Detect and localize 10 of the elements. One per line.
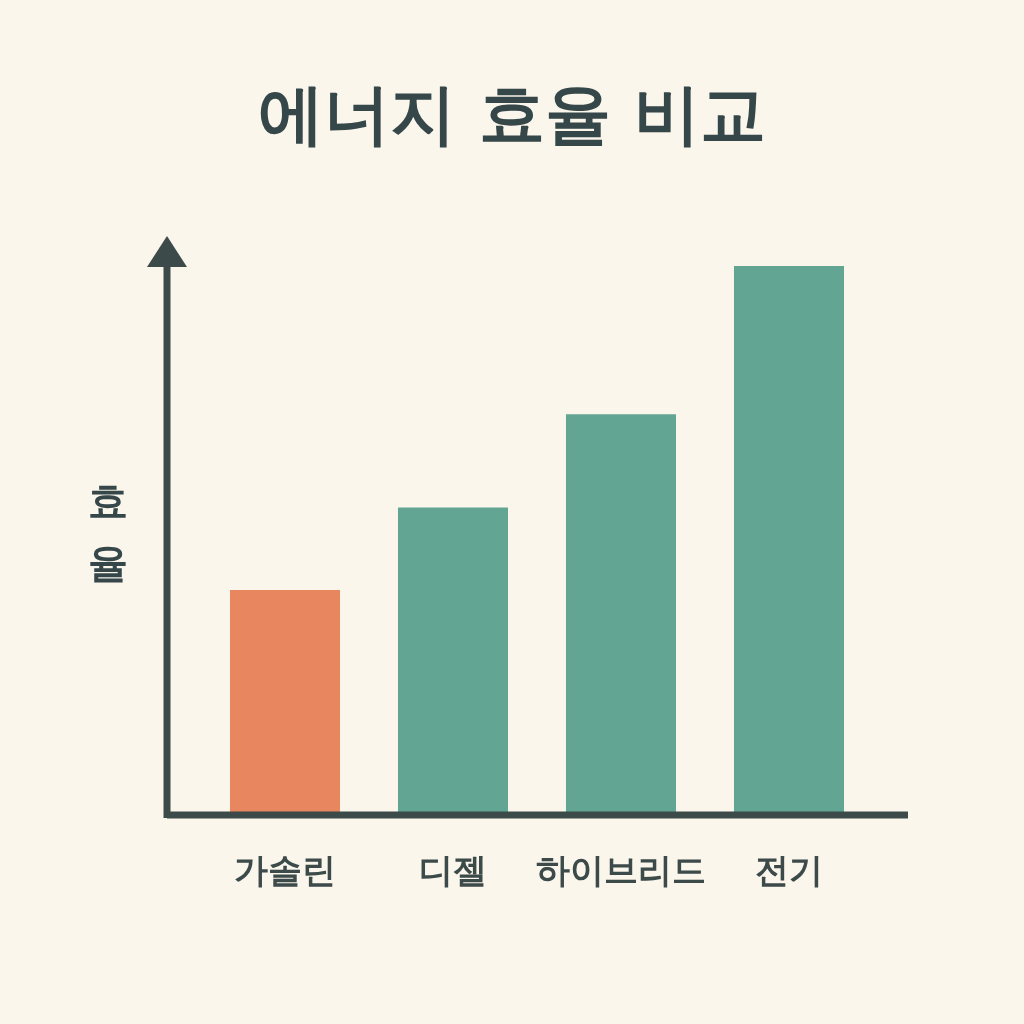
bar [397,507,509,815]
bar [733,266,845,815]
bar [229,589,341,815]
x-tick-label: 전기 [755,850,823,891]
y-axis-title: 효율 [88,477,129,588]
x-tick-label: 하이브리드 [536,850,706,891]
x-tick-label: 디젤 [419,850,487,891]
x-tick-label: 가솔린 [234,850,336,891]
chart-title: 에너지 효율 비교 [257,75,767,155]
bar [565,414,677,815]
